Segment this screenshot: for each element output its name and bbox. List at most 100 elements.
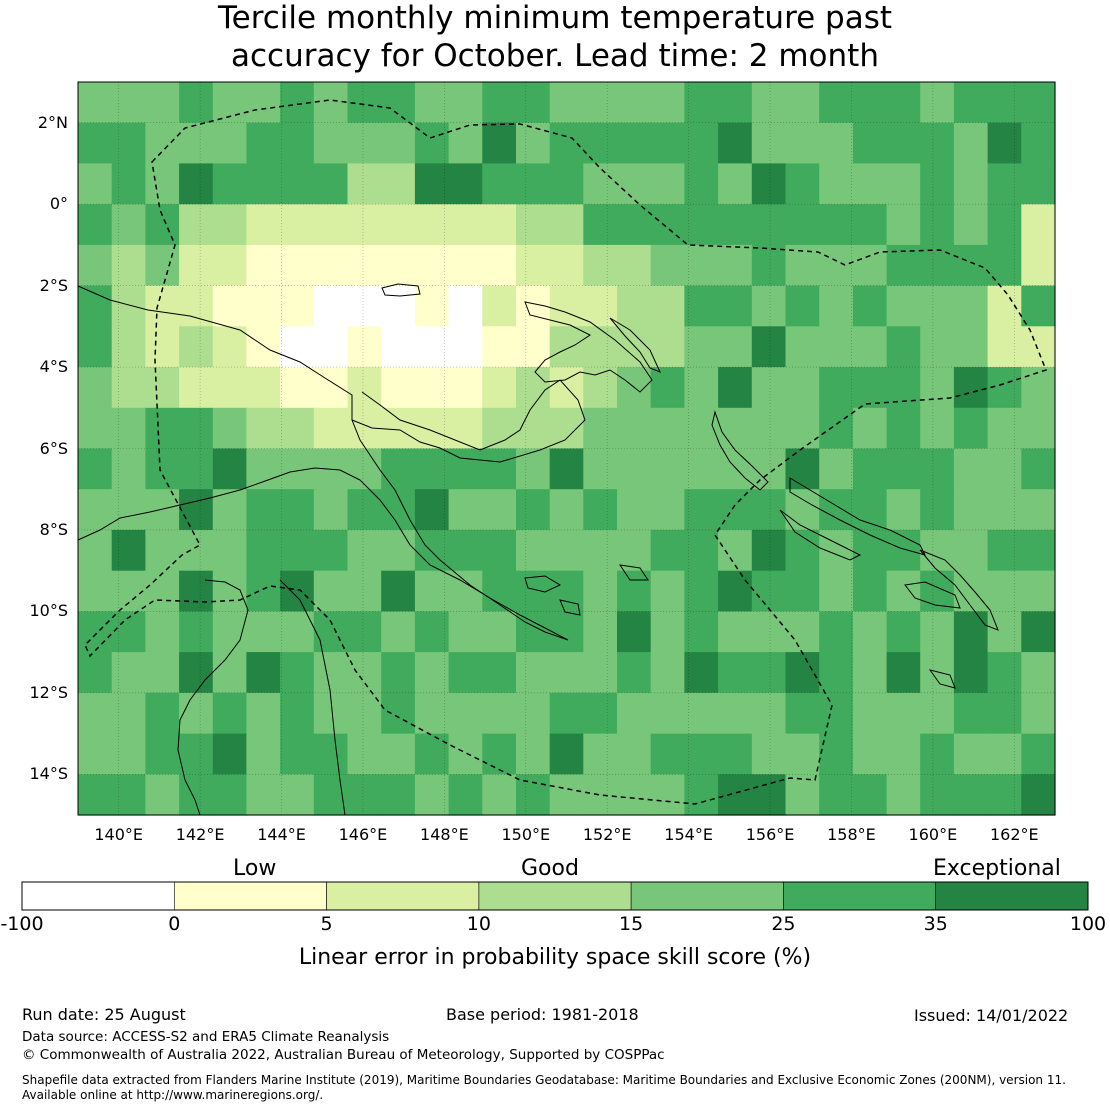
skill-cell [886,489,921,531]
skill-cell [179,367,214,409]
skill-cell [78,204,113,246]
skill-cell [819,326,854,368]
skill-cell [617,163,652,205]
skill-cell [953,692,989,735]
skill-cell [347,570,382,612]
skill-cell [280,407,315,450]
skill-cell [381,570,416,612]
skill-cell [549,204,584,246]
skill-cell [448,652,483,694]
skill-cell [852,122,888,164]
skill-cell [684,774,719,816]
skill-cell [751,529,787,572]
skill-cell [482,692,517,735]
skill-cell [718,611,753,653]
skill-cell [785,163,820,205]
skill-cell [852,82,888,124]
skill-cell [145,367,180,409]
skill-cell [246,489,281,531]
skill-cell [953,244,989,287]
skill-cell [280,570,315,612]
skill-cell [381,611,416,653]
skill-cell [145,448,180,490]
skill-cell [313,652,349,694]
skill-cell [751,652,787,694]
skill-cell [246,367,281,409]
skill-cell [785,489,820,531]
latitude-label: 2°N [37,112,68,132]
skill-cell [684,489,719,531]
skill-cell [751,244,787,287]
longitude-label: 146°E [338,825,388,844]
skill-cell [145,326,180,368]
skill-cell [583,570,618,612]
skill-cell [920,489,955,531]
skill-cell [448,774,483,816]
skill-cell [751,122,787,164]
skill-cell [819,244,854,287]
skill-cell [448,407,483,450]
skill-cell [549,326,584,368]
skill-cell [414,163,450,205]
skill-cell [886,367,921,409]
skill-cell [381,407,416,450]
skill-cell [953,529,989,572]
skill-cell [482,326,517,368]
skill-cell [179,692,214,735]
skill-cell [549,570,584,612]
skill-cell [381,652,416,694]
skill-cell [718,448,753,490]
skill-cell [920,163,955,205]
skill-cell [684,367,719,409]
longitude-label: 156°E [745,825,795,844]
skill-cell [953,407,989,450]
skill-cell [179,407,214,450]
colorbar-segment [783,881,937,911]
skill-cell [549,285,584,327]
skill-cell [987,733,1022,775]
skill-cell [179,733,214,775]
skill-cell [684,285,719,327]
skill-cell [920,733,955,775]
skill-cell [482,244,517,287]
skill-cell [819,204,854,246]
skill-cell [280,733,315,775]
skill-cell [313,244,349,287]
longitude-label: 142°E [175,825,225,844]
skill-cell [516,774,551,816]
skill-cell [650,163,685,205]
skill-cell [145,611,180,653]
skill-cell [414,448,450,490]
skill-cell [953,611,989,653]
map-title-line-2: accuracy for October. Lead time: 2 month [231,38,879,74]
skill-cell [482,733,517,775]
skill-cell [414,692,450,735]
skill-cell [516,82,551,124]
skill-cell [179,122,214,164]
skill-cell [549,244,584,287]
skill-cell [1021,570,1056,612]
skill-cell [920,570,955,612]
skill-cell [549,489,584,531]
skill-cell [448,611,483,653]
skill-cell [549,82,584,124]
skill-cell [313,163,349,205]
skill-cell [179,244,214,287]
skill-cell [852,326,888,368]
skill-cell [684,733,719,775]
latitude-label: 4°S [39,357,68,377]
skill-cell [212,652,248,694]
skill-cell [347,652,382,694]
skill-cell [145,204,180,246]
skill-cell [751,163,787,205]
skill-cell [852,652,888,694]
skill-cell [650,204,685,246]
skill-cell [482,529,517,572]
skill-cell [785,692,820,735]
skill-cell [920,82,955,124]
coastlines [77,283,999,816]
skill-cell [751,733,787,775]
skill-cell [414,204,450,246]
legend-category-exceptional: Exceptional [933,856,1061,881]
skill-cell [78,407,113,450]
